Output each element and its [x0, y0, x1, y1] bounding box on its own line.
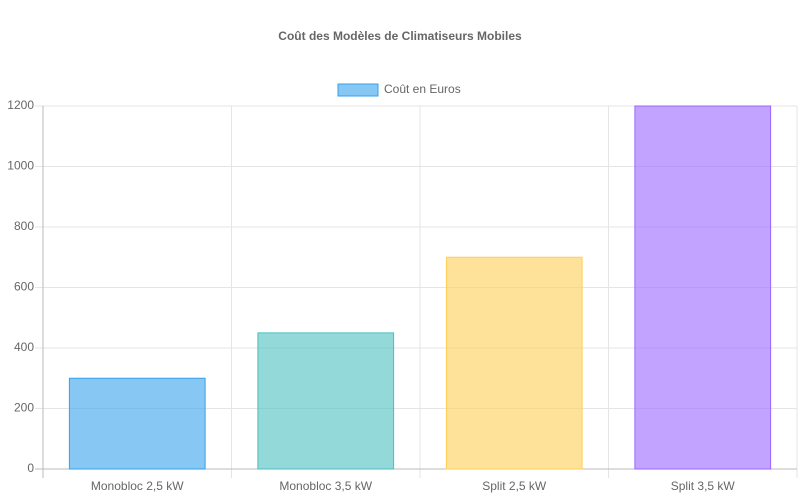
- bar: [257, 332, 395, 470]
- y-tick-label: 0: [27, 461, 34, 475]
- y-tick-label: 200: [14, 401, 34, 415]
- bar: [68, 377, 206, 470]
- legend-swatch: [337, 83, 379, 97]
- y-tick-label: 1000: [7, 159, 34, 173]
- x-tick-label: Split 2,5 kW: [482, 479, 547, 493]
- bar: [634, 105, 772, 470]
- x-tick-label: Monobloc 3,5 kW: [279, 479, 372, 493]
- x-tick-label: Split 3,5 kW: [671, 479, 736, 493]
- y-tick-label: 400: [14, 340, 34, 354]
- y-tick-label: 1200: [7, 98, 34, 112]
- bar: [445, 256, 583, 470]
- y-tick-label: 600: [14, 280, 34, 294]
- chart-title: Coût des Modèles de Climatiseurs Mobiles: [278, 29, 522, 43]
- legend-label: Coût en Euros: [384, 82, 461, 96]
- y-tick-label: 800: [14, 219, 34, 233]
- x-tick-label: Monobloc 2,5 kW: [91, 479, 184, 493]
